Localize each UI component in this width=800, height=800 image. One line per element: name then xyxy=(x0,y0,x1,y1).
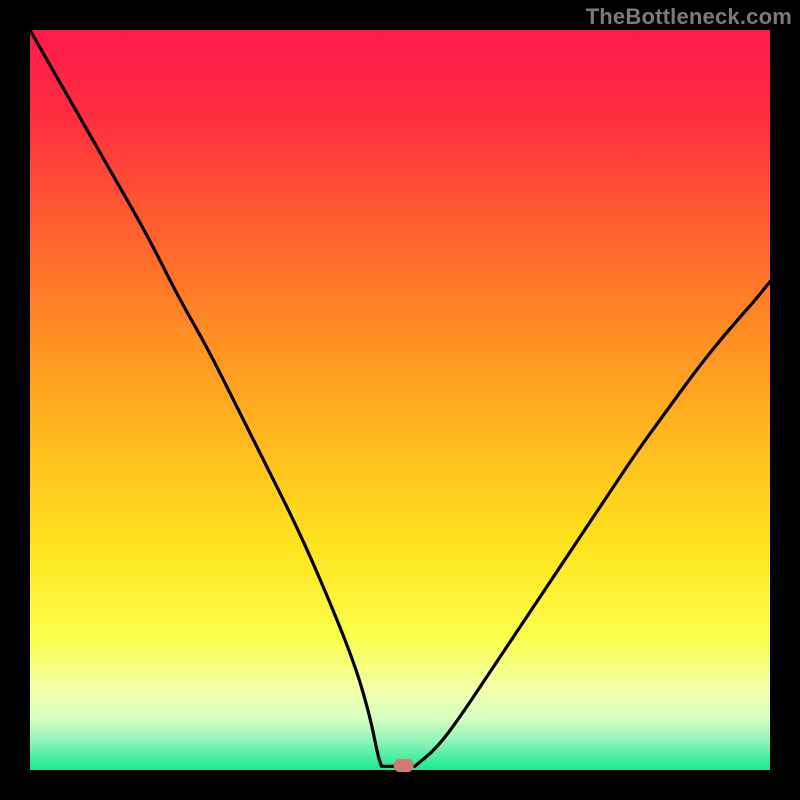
bottleneck-chart xyxy=(0,0,800,800)
watermark-text: TheBottleneck.com xyxy=(586,4,792,30)
chart-container: TheBottleneck.com xyxy=(0,0,800,800)
plot-background xyxy=(30,30,770,770)
minimum-marker xyxy=(394,759,414,772)
